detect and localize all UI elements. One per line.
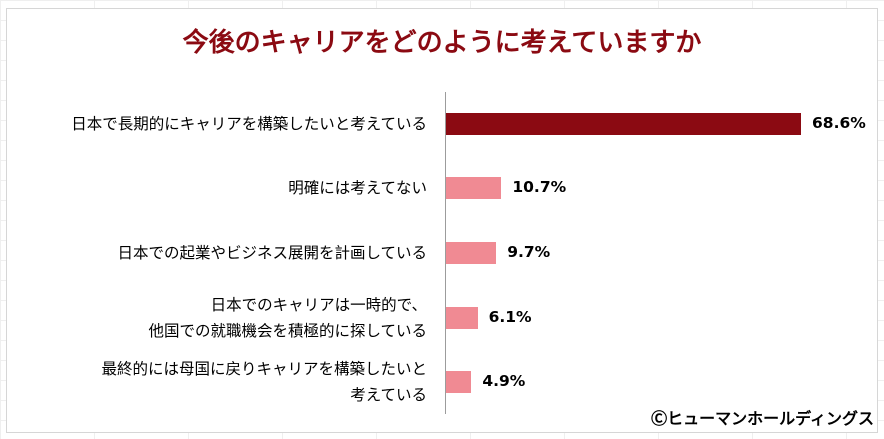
category-axis-line [445,92,446,414]
category-label: 日本でのキャリアは一時的で、他国での就職機会を積極的に探している [148,292,427,344]
copyright-credit: Ⓒヒューマンホールディングス [651,409,874,428]
chart-title: 今後のキャリアをどのように考えていますか [182,28,702,58]
category-label-line: 最終的には母国に戻りキャリアを構築したいと [101,360,427,378]
chart-area [6,8,878,433]
bar [446,113,801,135]
category-label-line: 日本で長期的にキャリアを構築したいと考えている [71,115,427,133]
value-label: 68.6% [812,114,866,132]
bar [446,307,478,329]
category-label-line: 日本での起業やビジネス展開を計画している [117,244,427,262]
value-label: 9.7% [507,243,551,261]
bar [446,371,472,393]
category-label-line: 明確には考えてない [288,179,427,197]
category-label: 日本での起業やビジネス展開を計画している [117,240,427,266]
category-label-line: 考えている [350,386,427,404]
bar [446,242,497,264]
category-label: 日本で長期的にキャリアを構築したいと考えている [71,111,427,137]
category-label-line: 他国での就職機会を積極的に探している [148,322,427,340]
category-label: 明確には考えてない [288,175,427,201]
value-label: 4.9% [482,372,526,390]
value-label: 10.7% [512,178,567,196]
value-label: 6.1% [488,308,532,326]
bar [446,177,502,199]
category-label-line: 日本でのキャリアは一時的で、 [210,296,427,314]
category-label: 最終的には母国に戻りキャリアを構築したいと考えている [101,356,427,408]
